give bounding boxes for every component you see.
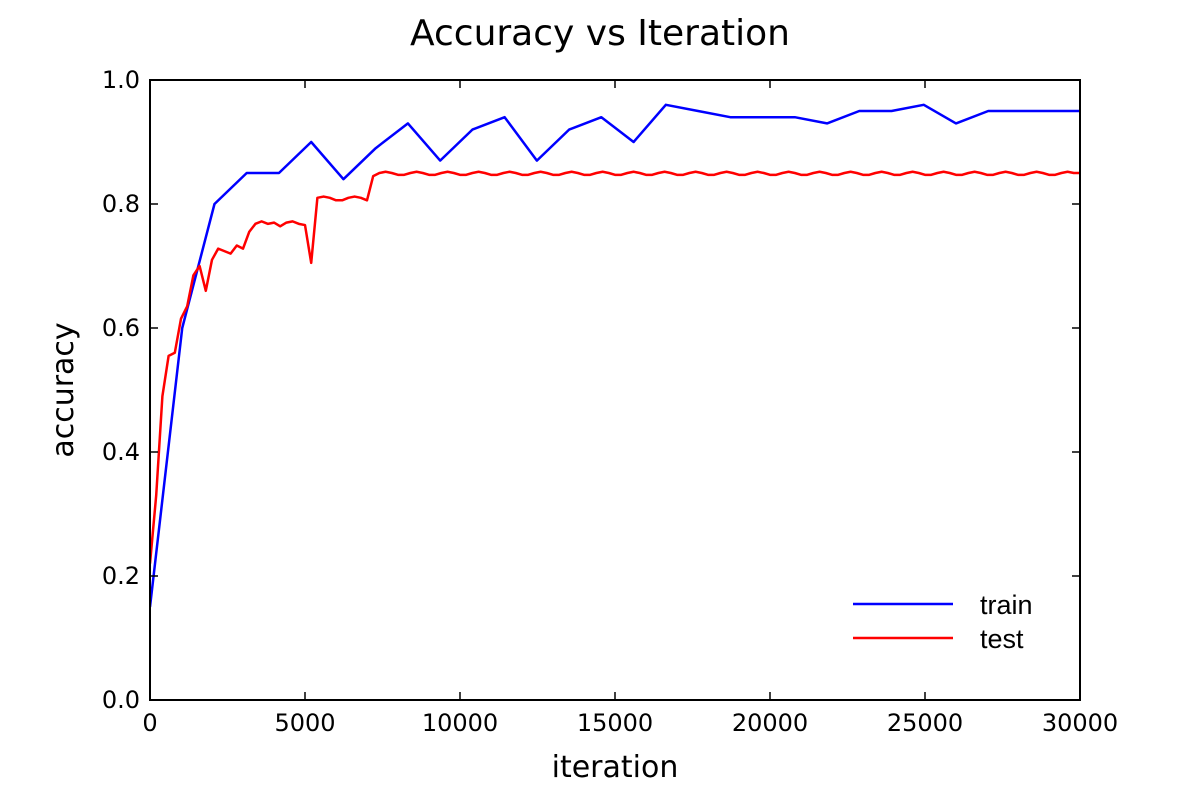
y-tick-label: 0.2 <box>102 562 140 590</box>
y-tick-label: 0.6 <box>102 314 140 342</box>
legend-label-test: test <box>980 624 1024 654</box>
x-tick-label: 15000 <box>577 709 653 737</box>
x-tick-label: 25000 <box>887 709 963 737</box>
chart-title: Accuracy vs Iteration <box>410 13 790 54</box>
legend: train test <box>853 590 1033 654</box>
y-tick-label: 0.8 <box>102 190 140 218</box>
x-axis: 0 5000 10000 15000 20000 25000 30000 <box>142 80 1118 737</box>
y-tick-label: 1.0 <box>102 66 140 94</box>
x-tick-label: 20000 <box>732 709 808 737</box>
y-tick-label: 0.0 <box>102 686 140 714</box>
y-axis: 0.0 0.2 0.4 0.6 0.8 1.0 <box>102 66 1080 714</box>
x-tick-label: 30000 <box>1042 709 1118 737</box>
y-axis-title: accuracy <box>46 322 81 457</box>
series-line-train <box>150 103 1080 608</box>
x-tick-label: 10000 <box>422 709 498 737</box>
series-layer <box>150 103 1080 608</box>
y-tick-label: 0.4 <box>102 438 140 466</box>
series-line-test <box>150 170 1080 564</box>
x-axis-title: iteration <box>552 750 679 785</box>
x-tick-label: 0 <box>142 709 157 737</box>
x-tick-label: 5000 <box>274 709 335 737</box>
legend-label-train: train <box>980 590 1033 620</box>
